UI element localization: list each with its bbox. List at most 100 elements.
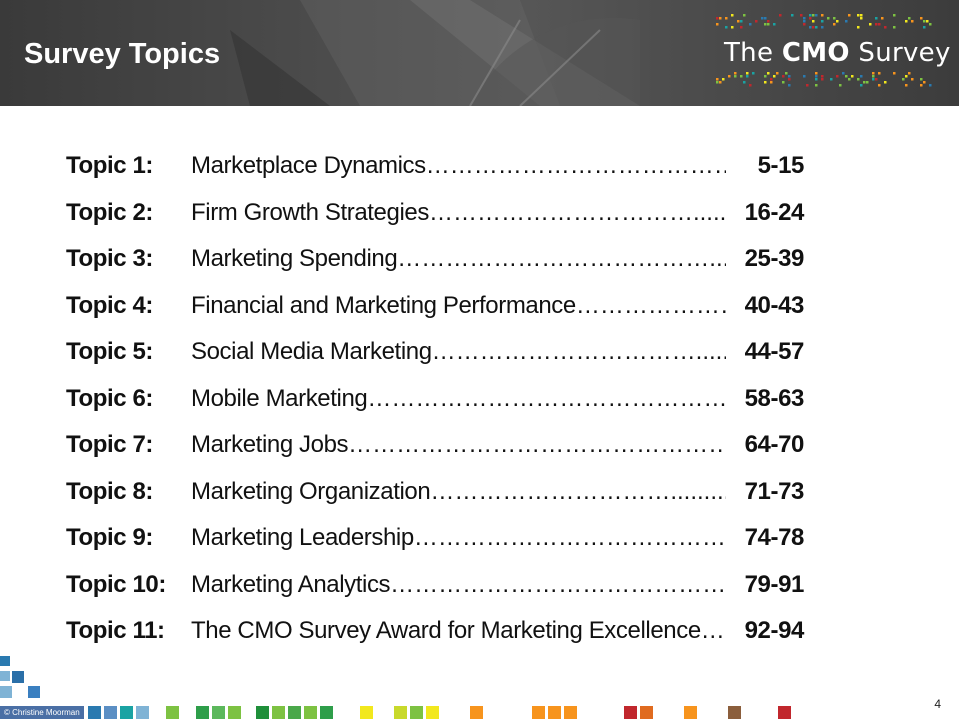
logo-pixel bbox=[905, 20, 908, 23]
logo-pixel bbox=[731, 14, 734, 17]
cmo-survey-logo: The CMO Survey bbox=[710, 8, 950, 100]
footer-color-square bbox=[256, 706, 269, 719]
logo-pixel bbox=[776, 72, 779, 75]
logo-pixel bbox=[743, 14, 746, 17]
toc-row: Topic 8: Marketing Organization………………………… bbox=[0, 474, 959, 510]
footer-color-square bbox=[228, 706, 241, 719]
footer-color-square bbox=[532, 706, 545, 719]
logo-pixel bbox=[881, 17, 884, 20]
topic-pages: 5-15 bbox=[757, 152, 805, 179]
topic-label: Topic 5: bbox=[66, 338, 154, 365]
logo-pixel bbox=[731, 26, 734, 29]
logo-pixel bbox=[878, 72, 881, 75]
logo-pixel bbox=[791, 14, 794, 17]
topic-title-text: Marketing Spending bbox=[191, 245, 398, 272]
logo-pixel bbox=[920, 17, 923, 20]
logo-pixel bbox=[821, 14, 824, 17]
logo-pixel-pattern bbox=[716, 14, 932, 87]
dot-leader: …………………………............. bbox=[430, 477, 726, 505]
logo-pixel bbox=[815, 26, 818, 29]
topic-title: The CMO Survey Award for Marketing Excel… bbox=[191, 613, 726, 649]
logo-pixel bbox=[719, 17, 722, 20]
logo-pixel bbox=[875, 78, 878, 81]
logo-pixel bbox=[851, 75, 854, 78]
topic-pages: 71-73 bbox=[744, 477, 805, 505]
logo-pixel bbox=[770, 78, 773, 81]
dot-leader: …….. bbox=[700, 617, 726, 644]
logo-pixel bbox=[773, 23, 776, 26]
logo-pixel bbox=[926, 20, 929, 23]
logo-pixel bbox=[764, 81, 767, 84]
footer-color-square bbox=[394, 706, 407, 719]
logo-pixel bbox=[728, 75, 731, 78]
topic-title-text: Marketplace Dynamics bbox=[191, 152, 426, 179]
logo-pixel bbox=[749, 84, 752, 87]
logo-pixel bbox=[767, 23, 770, 26]
logo-pixel bbox=[878, 84, 881, 87]
logo-pixel bbox=[845, 75, 848, 78]
logo-pixel bbox=[872, 78, 875, 81]
logo-pixel bbox=[788, 75, 791, 78]
topic-label: Topic 8: bbox=[66, 477, 154, 505]
logo-pixel bbox=[827, 17, 830, 20]
logo-pixel bbox=[809, 26, 812, 29]
footer-color-bar bbox=[88, 706, 791, 719]
logo-pixel bbox=[905, 84, 908, 87]
page-number: 4 bbox=[934, 697, 941, 711]
logo-pixel bbox=[911, 78, 914, 81]
logo-pixel bbox=[743, 81, 746, 84]
logo-pixel bbox=[833, 17, 836, 20]
logo-pixel bbox=[908, 17, 911, 20]
logo-pixel bbox=[815, 84, 818, 87]
topic-pages: 16-24 bbox=[744, 198, 805, 226]
logo-pixel bbox=[803, 75, 806, 78]
topic-title: Financial and Marketing Performance……………… bbox=[191, 288, 726, 324]
topic-label: Topic 9: bbox=[66, 524, 154, 551]
logo-pixel bbox=[719, 81, 722, 84]
logo-pixel bbox=[803, 23, 806, 26]
logo-pixel bbox=[836, 75, 839, 78]
logo-pixel bbox=[809, 17, 812, 20]
topic-title-text: Financial and Marketing Performance bbox=[191, 291, 576, 319]
logo-pixel bbox=[734, 75, 737, 78]
topic-pages: 44-57 bbox=[744, 338, 805, 365]
dot-leader: …………………………….............. bbox=[431, 338, 726, 365]
topic-title: Marketing Organization…………………………........… bbox=[191, 474, 726, 510]
logo-pixel bbox=[815, 14, 818, 17]
topic-pages: 92-94 bbox=[744, 617, 805, 644]
logo-pixel bbox=[800, 14, 803, 17]
logo-pixel bbox=[857, 26, 860, 29]
logo-pixel bbox=[869, 23, 872, 26]
footer-color-square bbox=[104, 706, 117, 719]
logo-pixel bbox=[788, 84, 791, 87]
footer-corner-squares bbox=[0, 656, 40, 698]
logo-pixel bbox=[725, 26, 728, 29]
logo-pixel bbox=[848, 78, 851, 81]
logo-pixel bbox=[860, 75, 863, 78]
logo-pixel bbox=[809, 14, 812, 17]
topic-title-text: Social Media Marketing bbox=[191, 338, 432, 365]
logo-pixel bbox=[815, 75, 818, 78]
logo-pixel bbox=[734, 72, 737, 75]
header-background-graphic bbox=[230, 0, 640, 106]
toc-row: Topic 6: Mobile Marketing………………………………………… bbox=[0, 381, 959, 417]
topic-label: Topic 2: bbox=[66, 198, 154, 226]
logo-pixel bbox=[893, 72, 896, 75]
logo-pixel bbox=[755, 20, 758, 23]
dot-leader: ……………………………........... bbox=[428, 198, 726, 226]
logo-pixel bbox=[839, 84, 842, 87]
logo-pixel bbox=[737, 20, 740, 23]
dot-leader: …………………………………….. bbox=[413, 524, 726, 551]
logo-pixel bbox=[740, 75, 743, 78]
topic-title-text: Marketing Jobs bbox=[191, 431, 349, 458]
footer-color-square bbox=[640, 706, 653, 719]
toc-row: Topic 4: Financial and Marketing Perform… bbox=[0, 288, 959, 324]
logo-pixel bbox=[740, 20, 743, 23]
logo-pixel bbox=[833, 23, 836, 26]
topic-pages: 58-63 bbox=[744, 384, 805, 412]
footer-color-square bbox=[136, 706, 149, 719]
logo-pixel bbox=[716, 78, 719, 81]
topic-title-text: Marketing Organization bbox=[191, 477, 431, 505]
logo-word-survey: Survey bbox=[858, 38, 951, 68]
logo-pixel bbox=[749, 23, 752, 26]
